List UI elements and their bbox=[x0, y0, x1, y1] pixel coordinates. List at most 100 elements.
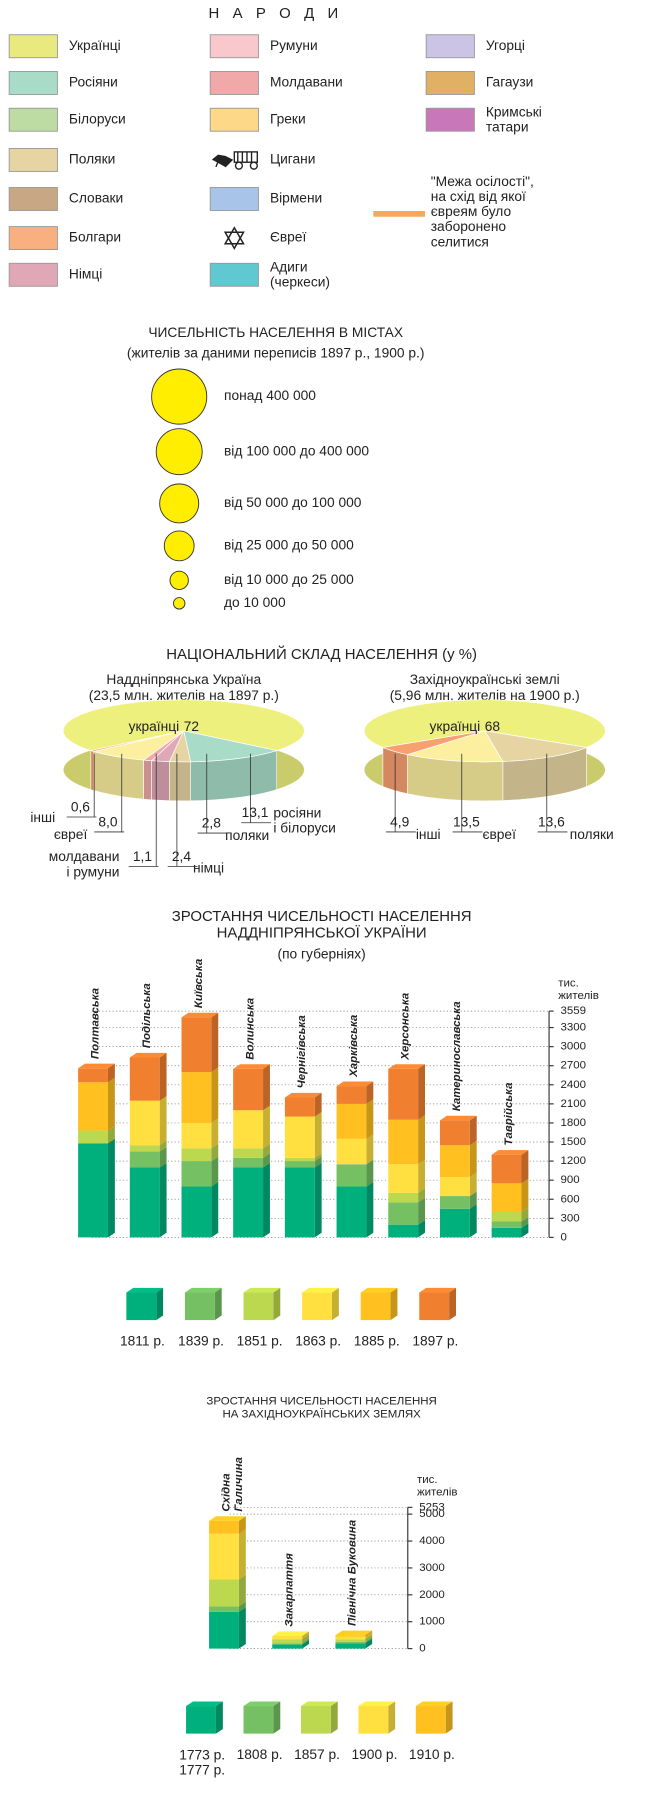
bar-segment-side bbox=[263, 1162, 270, 1238]
bar-segment bbox=[78, 1068, 108, 1083]
legend-cube-top bbox=[300, 1701, 338, 1707]
legend-cube bbox=[186, 1706, 216, 1734]
bar-segment-side bbox=[211, 1181, 219, 1238]
city-class-label: від 25 000 до 50 000 bbox=[224, 538, 354, 553]
bar-segment bbox=[336, 1103, 367, 1139]
bar-top bbox=[181, 1012, 219, 1018]
pie-inner-name: українці bbox=[129, 719, 180, 734]
bar-top bbox=[335, 1630, 373, 1636]
bar-segment-side bbox=[302, 1634, 309, 1644]
bar-segment-side bbox=[159, 1140, 167, 1152]
category-label: Херсонська bbox=[400, 992, 412, 1060]
legend-label: 1897 р. bbox=[412, 1334, 458, 1349]
bar-segment-side bbox=[418, 1159, 426, 1193]
bar-segment bbox=[388, 1202, 419, 1225]
legend-cube-top bbox=[302, 1287, 339, 1293]
legend-swatch bbox=[8, 147, 58, 172]
bar-segment bbox=[439, 1196, 470, 1209]
legend-label: Білоруси bbox=[69, 111, 126, 126]
bar-segment-side bbox=[314, 1156, 322, 1168]
category-label-group: Волинська bbox=[244, 997, 256, 1059]
bar-segment-side bbox=[469, 1191, 477, 1209]
bar-segment bbox=[336, 1186, 367, 1238]
legend-cube bbox=[126, 1292, 157, 1321]
bar-segment bbox=[129, 1100, 160, 1146]
bar-segment bbox=[336, 1086, 367, 1104]
bar-top bbox=[388, 1064, 426, 1069]
bar-segment-side bbox=[263, 1064, 270, 1111]
category-label: Таврійська bbox=[503, 1082, 515, 1146]
legend-cube bbox=[358, 1706, 389, 1734]
legend-cube-side bbox=[156, 1287, 164, 1321]
bar-segment-side bbox=[159, 1052, 167, 1101]
category-label-group: СхіднаГаличина bbox=[220, 1457, 245, 1512]
bar-segment bbox=[272, 1644, 303, 1649]
bar-segment-side bbox=[418, 1188, 426, 1203]
legend-title: Н А Р О Д И bbox=[208, 5, 342, 22]
y-tick-label: 5253 bbox=[419, 1501, 445, 1513]
city-class-label: до 10 000 bbox=[224, 595, 286, 610]
bar-segment-side bbox=[469, 1115, 477, 1146]
bar-segment bbox=[209, 1579, 239, 1607]
pie-value-label: 0,6 bbox=[71, 799, 90, 814]
bar-segment-side bbox=[238, 1607, 246, 1649]
bar-segment bbox=[272, 1639, 303, 1644]
legend-cube-top bbox=[415, 1701, 453, 1707]
legend-cube bbox=[302, 1292, 332, 1321]
legend-cube-top bbox=[360, 1287, 398, 1293]
bar-top bbox=[336, 1081, 374, 1087]
bar-segment bbox=[209, 1611, 239, 1649]
y-tick-label: 900 bbox=[561, 1174, 580, 1186]
bar-segment-side bbox=[263, 1153, 270, 1168]
pie-value-label: 4,9 bbox=[390, 814, 409, 829]
pie-slice bbox=[363, 699, 606, 748]
bar-segment bbox=[272, 1635, 303, 1640]
legend-cube bbox=[300, 1706, 331, 1734]
legend-cube-side bbox=[390, 1287, 398, 1321]
bar-segment bbox=[284, 1167, 315, 1238]
city-title: ЧИСЕЛЬНІСТЬ НАСЕЛЕННЯ В МІСТАХ bbox=[148, 325, 403, 340]
category-label: Подільська bbox=[141, 983, 153, 1049]
bar-segment bbox=[181, 1186, 212, 1238]
pie-slice bbox=[381, 730, 485, 755]
bar-top bbox=[78, 1063, 115, 1069]
bar-segment-side bbox=[107, 1125, 115, 1144]
category-label-group: Північна Буковина bbox=[347, 1519, 359, 1626]
city-symbol bbox=[163, 530, 195, 562]
city-class-label: від 100 000 до 400 000 bbox=[224, 443, 369, 458]
bar-segment bbox=[284, 1161, 315, 1168]
chart-subtitle: (по губерніях) bbox=[278, 946, 366, 961]
bar-segment-side bbox=[418, 1220, 426, 1238]
bar-segment bbox=[335, 1639, 366, 1642]
city-class-label: понад 400 000 bbox=[224, 388, 316, 403]
bar-segment bbox=[284, 1097, 315, 1117]
pie-category-label: інші bbox=[30, 810, 55, 825]
category-label-group: Катеринославська bbox=[451, 1001, 463, 1111]
category-label: СхіднаГаличина bbox=[220, 1457, 245, 1512]
bar-segment-side bbox=[365, 1638, 373, 1649]
bar-segment bbox=[129, 1057, 160, 1101]
bar-segment-side bbox=[365, 1630, 373, 1637]
bar-segment bbox=[181, 1072, 212, 1123]
bar-segment-side bbox=[107, 1063, 115, 1083]
legend-label: Вірмени bbox=[270, 191, 322, 206]
y-tick-label: 2000 bbox=[419, 1589, 445, 1601]
bar-segment-side bbox=[238, 1601, 246, 1612]
bar-segment-side bbox=[211, 1156, 219, 1187]
legend-swatch bbox=[8, 187, 58, 211]
bar-segment-side bbox=[521, 1216, 529, 1228]
legend-cube-top bbox=[186, 1701, 223, 1707]
legend-swatch bbox=[8, 262, 58, 287]
y-tick-label: 4000 bbox=[419, 1535, 445, 1547]
legend-cube bbox=[415, 1706, 446, 1734]
bar-segment-side bbox=[302, 1631, 309, 1640]
pie-slice bbox=[484, 730, 588, 762]
legend-label: 1851 р. bbox=[237, 1334, 283, 1349]
legend-label: 1900 р. bbox=[351, 1747, 397, 1762]
legend-label: Болгари bbox=[69, 230, 121, 245]
bar-segment-side bbox=[159, 1162, 167, 1238]
bar-top bbox=[233, 1064, 270, 1069]
y-tick-label: 2400 bbox=[561, 1079, 587, 1091]
bar-segment bbox=[233, 1157, 264, 1168]
